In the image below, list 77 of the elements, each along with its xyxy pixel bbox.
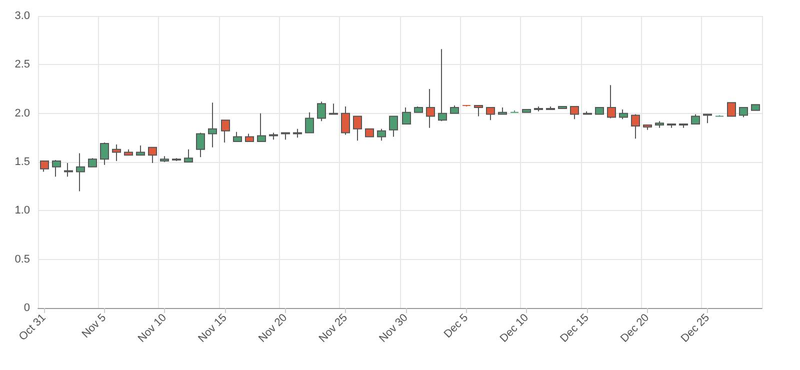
candlestick bbox=[402, 106, 411, 125]
candlestick bbox=[341, 106, 350, 136]
candlestick bbox=[631, 114, 640, 140]
candlestick bbox=[703, 114, 712, 124]
y-tick-label: 2.0 bbox=[14, 107, 30, 120]
candlestick bbox=[353, 116, 362, 142]
y-tick-label: 2.5 bbox=[14, 58, 30, 71]
x-tick-label: Dec 15 bbox=[558, 312, 592, 345]
y-tick-label: 3.0 bbox=[14, 10, 30, 22]
candlestick bbox=[389, 116, 398, 138]
x-tick-label: Nov 30 bbox=[377, 312, 410, 345]
x-tick-label: Nov 25 bbox=[316, 312, 350, 345]
candlestick bbox=[64, 162, 73, 178]
candlestick bbox=[498, 106, 507, 115]
candlestick bbox=[450, 105, 459, 114]
candlestick bbox=[136, 144, 145, 156]
x-tick-label: Nov 20 bbox=[256, 312, 290, 345]
candlestick bbox=[558, 106, 567, 109]
y-tick-label: 1.0 bbox=[14, 204, 30, 217]
candlestick bbox=[522, 108, 531, 113]
candlestick bbox=[88, 158, 97, 168]
candlestick bbox=[281, 132, 290, 140]
candlestick bbox=[269, 132, 278, 140]
candlestick bbox=[510, 110, 519, 113]
candlestick bbox=[100, 142, 109, 166]
x-tick-label: Nov 10 bbox=[136, 312, 169, 345]
candlestick bbox=[534, 106, 543, 112]
candlestick bbox=[643, 124, 652, 130]
x-tick-label: Nov 5 bbox=[80, 312, 109, 341]
candlestick bbox=[148, 146, 157, 164]
candlestick bbox=[184, 148, 193, 162]
candlestick bbox=[76, 152, 85, 192]
y-tick-label: 0.5 bbox=[14, 253, 30, 266]
candlestick bbox=[112, 144, 121, 162]
candlestick bbox=[474, 105, 483, 117]
candlestick bbox=[655, 120, 664, 128]
candlestick bbox=[691, 114, 700, 125]
candlestick bbox=[667, 124, 676, 128]
x-tick-label: Dec 10 bbox=[498, 312, 531, 345]
candlestick bbox=[607, 84, 616, 119]
candlestick bbox=[727, 102, 736, 117]
candlestick bbox=[414, 106, 423, 113]
candlestick bbox=[486, 106, 495, 121]
candlestick bbox=[245, 133, 254, 142]
candlestick bbox=[221, 120, 230, 144]
candlestick bbox=[570, 106, 579, 120]
candlestick bbox=[208, 102, 217, 148]
x-tick-label: Oct 31 bbox=[16, 312, 48, 344]
candlestick bbox=[329, 103, 338, 115]
candlestick bbox=[426, 88, 435, 128]
candlestick bbox=[679, 124, 688, 128]
candlestick bbox=[583, 110, 592, 115]
candlestick bbox=[365, 128, 374, 138]
x-tick-label: Dec 5 bbox=[442, 312, 471, 341]
candlestick bbox=[317, 101, 326, 122]
candlestick bbox=[619, 108, 628, 120]
candlestick bbox=[293, 128, 302, 138]
candlestick bbox=[438, 48, 447, 122]
y-tick-label: 0 bbox=[24, 302, 30, 314]
candlestick bbox=[546, 106, 555, 110]
candlestick bbox=[52, 160, 61, 178]
candlestick bbox=[377, 128, 386, 142]
candlestick bbox=[751, 104, 760, 111]
x-tick-label: Dec 20 bbox=[618, 312, 652, 345]
candlestick bbox=[160, 156, 169, 162]
candlestick bbox=[124, 148, 133, 156]
x-tick-label: Dec 25 bbox=[678, 312, 712, 345]
candlestick bbox=[739, 106, 748, 118]
candlestick bbox=[40, 160, 49, 172]
candlestick bbox=[305, 112, 314, 134]
y-tick-label: 1.5 bbox=[14, 156, 30, 168]
candlestick bbox=[233, 131, 242, 142]
candlestick bbox=[196, 132, 205, 158]
x-tick-label: Nov 15 bbox=[196, 312, 230, 345]
candlestick bbox=[172, 158, 181, 162]
candlestick bbox=[257, 112, 266, 142]
candlestick bbox=[595, 106, 604, 115]
